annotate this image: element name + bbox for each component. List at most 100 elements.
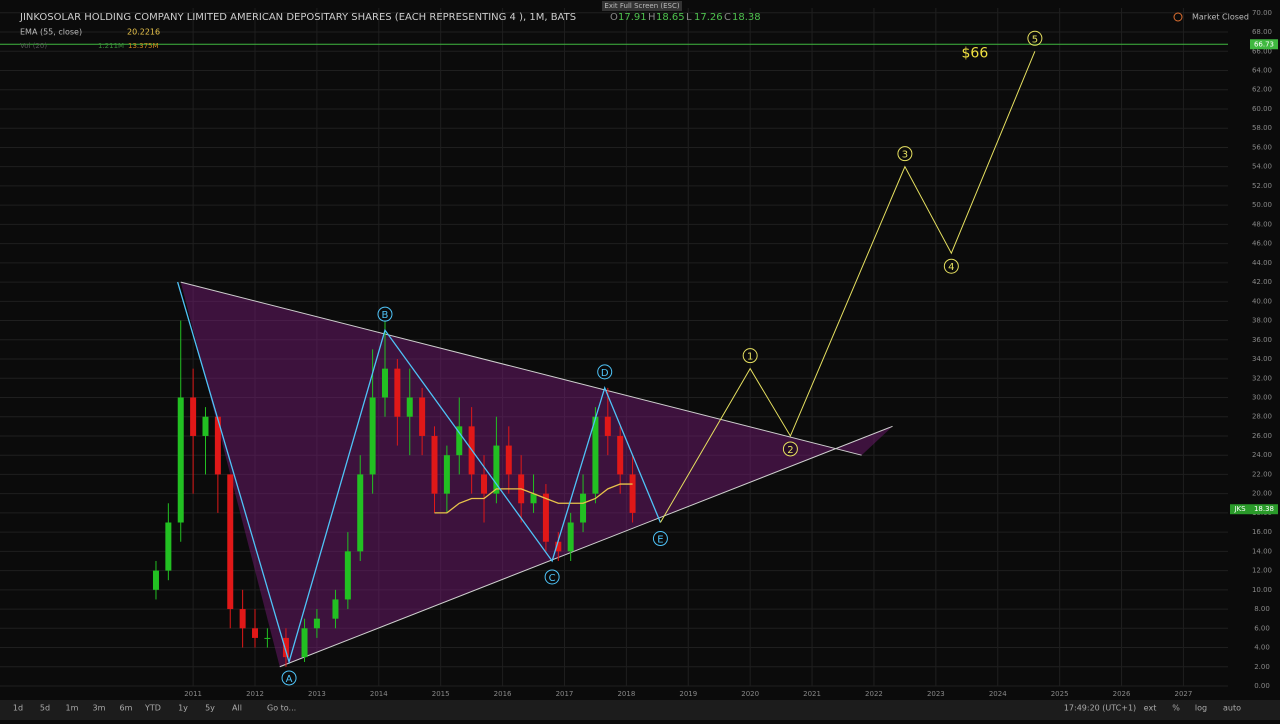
y-tick-label: 28.00 bbox=[1252, 413, 1272, 421]
vol-value: 1.211M bbox=[98, 42, 124, 50]
candle-body bbox=[505, 445, 512, 475]
candle-body bbox=[239, 609, 246, 629]
option-button[interactable]: ext bbox=[1144, 704, 1157, 713]
candle-body bbox=[481, 474, 488, 494]
y-tick-label: 24.00 bbox=[1252, 451, 1272, 459]
exit-full-screen[interactable]: Exit Full Screen (ESC) bbox=[604, 2, 679, 10]
candle-body bbox=[592, 416, 599, 494]
clock: 17:49:20 (UTC+1) bbox=[1064, 704, 1136, 713]
option-button[interactable]: log bbox=[1195, 704, 1207, 713]
ohlc-value: 17.91 bbox=[618, 12, 647, 23]
y-tick-label: 56.00 bbox=[1252, 143, 1272, 151]
candle-body bbox=[381, 368, 388, 398]
candle-body bbox=[282, 637, 289, 658]
vol-label: Vol (20) bbox=[20, 42, 47, 50]
ohlc-value: 18.38 bbox=[732, 12, 761, 23]
target-label: $66 bbox=[962, 45, 989, 61]
projection-label: 2 bbox=[787, 445, 793, 456]
exit-button[interactable] bbox=[602, 1, 682, 11]
range-button[interactable]: 5d bbox=[40, 704, 50, 713]
candle-body bbox=[419, 397, 426, 436]
option-button[interactable]: auto bbox=[1223, 704, 1241, 713]
candle-body bbox=[357, 474, 364, 552]
projection-marker bbox=[742, 348, 758, 364]
wave-label: A bbox=[286, 674, 293, 685]
range-button[interactable]: YTD bbox=[144, 704, 161, 713]
candle-body bbox=[567, 522, 574, 552]
projection-label: 1 bbox=[747, 352, 753, 363]
candle-body bbox=[456, 426, 463, 456]
range-button[interactable]: 6m bbox=[120, 704, 133, 713]
x-tick-label: 2012 bbox=[246, 690, 264, 698]
wave-label: C bbox=[549, 573, 556, 584]
price-axis bbox=[1228, 0, 1280, 700]
candle-body bbox=[344, 551, 351, 600]
x-tick-label: 2024 bbox=[989, 690, 1007, 698]
candle-body bbox=[493, 445, 500, 494]
y-tick-label: 46.00 bbox=[1252, 240, 1272, 248]
candle-body bbox=[617, 435, 624, 475]
range-button[interactable]: 1y bbox=[178, 704, 188, 713]
symbol-title: JINKOSOLAR HOLDING COMPANY LIMITED AMERI… bbox=[19, 12, 576, 23]
y-tick-label: 68.00 bbox=[1252, 28, 1272, 36]
y-tick-label: 42.00 bbox=[1252, 278, 1272, 286]
range-button[interactable]: 3m bbox=[93, 704, 106, 713]
y-tick-label: 36.00 bbox=[1252, 336, 1272, 344]
candle-body bbox=[369, 397, 376, 475]
x-tick-label: 2025 bbox=[1051, 690, 1069, 698]
wave-label: E bbox=[657, 535, 663, 546]
x-tick-label: 2027 bbox=[1175, 690, 1193, 698]
range-button[interactable]: Go to... bbox=[267, 704, 296, 713]
ohlc-value: 17.26 bbox=[694, 12, 723, 23]
y-tick-label: 66.00 bbox=[1252, 47, 1272, 55]
y-tick-label: 14.00 bbox=[1252, 547, 1272, 555]
candle-body bbox=[152, 570, 159, 590]
wave-marker bbox=[281, 670, 297, 686]
candle-body bbox=[604, 416, 611, 436]
candle-body bbox=[165, 522, 172, 571]
y-tick-label: 6.00 bbox=[1254, 624, 1270, 632]
y-tick-label: 32.00 bbox=[1252, 374, 1272, 382]
toolbar bbox=[0, 700, 1280, 720]
vol-ma: 13.375M bbox=[128, 42, 159, 50]
y-tick-label: 54.00 bbox=[1252, 163, 1272, 171]
y-tick-label: 22.00 bbox=[1252, 470, 1272, 478]
y-tick-label: 38.00 bbox=[1252, 317, 1272, 325]
option-button[interactable]: % bbox=[1172, 704, 1180, 713]
y-tick-label: 20.00 bbox=[1252, 490, 1272, 498]
x-tick-label: 2016 bbox=[494, 690, 512, 698]
candle-body bbox=[252, 628, 259, 638]
range-button[interactable]: 5y bbox=[205, 704, 215, 713]
x-tick-label: 2020 bbox=[741, 690, 759, 698]
y-tick-label: 26.00 bbox=[1252, 432, 1272, 440]
status-icon bbox=[1173, 12, 1183, 22]
candle-body bbox=[332, 599, 339, 619]
trend-line bbox=[279, 425, 893, 668]
y-tick-label: 30.00 bbox=[1252, 393, 1272, 401]
y-tick-label: 2.00 bbox=[1254, 663, 1270, 671]
y-tick-label: 0.00 bbox=[1254, 682, 1270, 690]
ema-line bbox=[434, 483, 633, 514]
projection-line bbox=[659, 51, 1036, 523]
candle-body bbox=[555, 541, 562, 552]
y-tick-label: 8.00 bbox=[1254, 605, 1270, 613]
y-tick-label: 48.00 bbox=[1252, 220, 1272, 228]
y-tick-label: 40.00 bbox=[1252, 297, 1272, 305]
last-price-badge bbox=[1230, 504, 1278, 515]
projection-label: 4 bbox=[948, 262, 954, 273]
ema-label: EMA (55, close) bbox=[20, 28, 82, 37]
range-button[interactable]: 1d bbox=[13, 704, 23, 713]
candle-body bbox=[406, 397, 413, 417]
x-tick-label: 2021 bbox=[803, 690, 821, 698]
wave-marker bbox=[597, 364, 613, 380]
y-tick-label: 62.00 bbox=[1252, 86, 1272, 94]
wave-marker bbox=[652, 531, 668, 547]
candle-body bbox=[394, 368, 401, 417]
x-tick-label: 2022 bbox=[865, 690, 883, 698]
candle-body bbox=[542, 493, 549, 542]
wave-label: D bbox=[601, 368, 609, 379]
x-tick-label: 2026 bbox=[1113, 690, 1131, 698]
range-button[interactable]: All bbox=[232, 704, 242, 713]
range-button[interactable]: 1m bbox=[66, 704, 79, 713]
